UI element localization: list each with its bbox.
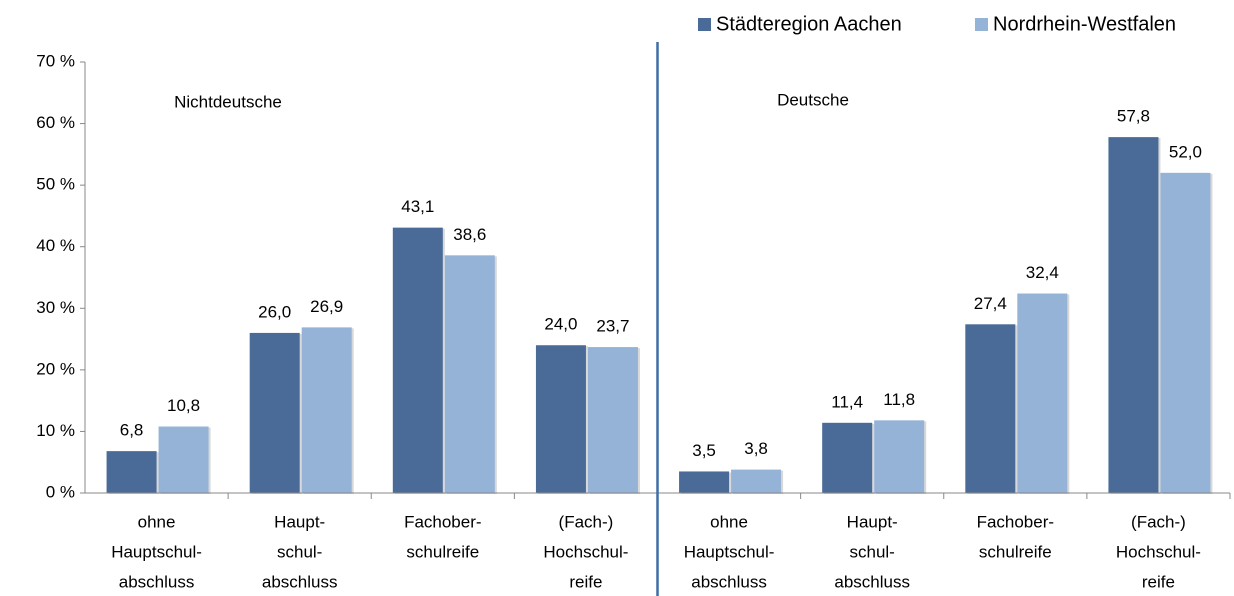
y-tick-label: 20 % [36,359,75,378]
bar [874,420,925,493]
annotation: Deutsche [777,90,849,109]
bar [1160,172,1211,494]
value-label: 23,7 [596,317,629,336]
bar [301,327,352,493]
value-label: 24,0 [544,315,577,334]
value-label: 38,6 [453,225,486,244]
x-tick-label: (Fach-) [1131,512,1186,531]
y-tick-label: 40 % [36,236,75,255]
x-tick-label: (Fach-) [559,512,614,531]
value-label: 26,0 [258,302,291,321]
x-tick-label: Fachober- [977,512,1054,531]
x-tick-label: Hauptschul- [684,542,775,561]
bar [158,426,209,493]
x-tick-label: reife [1142,572,1175,591]
y-tick-label: 70 % [36,51,75,70]
value-label: 6,8 [120,421,144,440]
value-label: 43,1 [401,197,434,216]
y-tick-label: 0 % [46,482,75,501]
bar [822,422,873,493]
bar [587,347,638,493]
x-tick-label: schulreife [979,542,1052,561]
value-label: 32,4 [1026,263,1059,282]
value-label: 3,8 [744,439,768,458]
bar [392,227,443,493]
x-tick-label: schul- [850,542,895,561]
x-tick-label: Fachober- [404,512,481,531]
bar [249,332,300,493]
value-label: 10,8 [167,396,200,415]
x-tick-label: abschluss [834,572,910,591]
x-tick-label: Haupt- [274,512,325,531]
annotation: Nichtdeutsche [174,92,282,111]
legend-swatch [975,18,988,31]
bar [106,451,157,493]
x-tick-label: ohne [710,512,748,531]
x-tick-label: Hauptschul- [111,542,202,561]
x-tick-label: ohne [138,512,176,531]
y-tick-label: 30 % [36,298,75,317]
legend-label: Städteregion Aachen [716,13,902,35]
x-tick-label: schul- [277,542,322,561]
legend-label: Nordrhein-Westfalen [993,13,1176,35]
x-tick-label: abschluss [691,572,767,591]
x-tick-label: abschluss [262,572,338,591]
x-tick-label: schulreife [406,542,479,561]
bar [535,345,586,493]
x-tick-label: Hochschul- [1116,542,1201,561]
y-tick-label: 60 % [36,113,75,132]
bar [444,255,495,493]
bar [965,324,1016,493]
value-label: 27,4 [974,294,1007,313]
legend-swatch [698,18,711,31]
value-label: 52,0 [1169,142,1202,161]
value-label: 11,4 [831,392,863,411]
bar [731,469,782,493]
y-tick-label: 10 % [36,421,75,440]
bar [679,471,730,493]
bar [1017,293,1068,493]
x-tick-label: reife [569,572,602,591]
bar [1108,137,1159,494]
value-label: 3,5 [692,441,716,460]
x-tick-label: Hochschul- [543,542,628,561]
x-tick-label: abschluss [119,572,195,591]
value-label: 57,8 [1117,107,1150,126]
value-label: 11,8 [883,390,915,409]
value-label: 26,9 [310,297,343,316]
x-tick-label: Haupt- [847,512,898,531]
y-tick-label: 50 % [36,175,75,194]
